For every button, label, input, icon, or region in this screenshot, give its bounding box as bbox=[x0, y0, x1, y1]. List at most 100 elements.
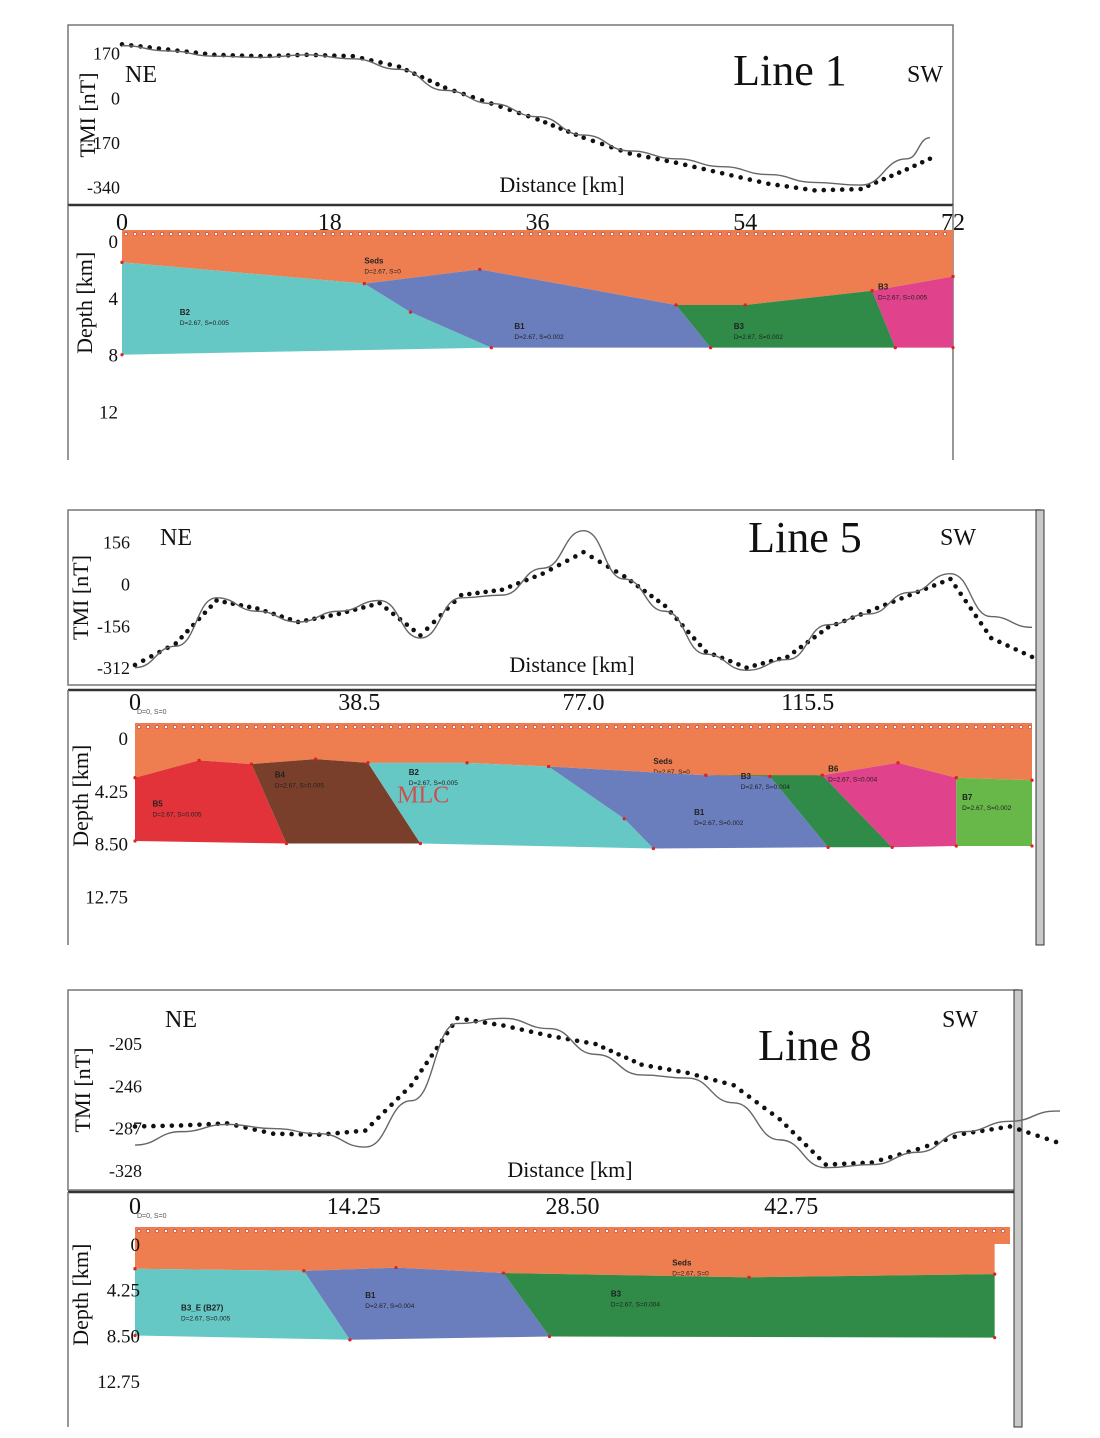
observed-point bbox=[498, 104, 503, 109]
station-marker bbox=[421, 232, 425, 236]
station-marker bbox=[884, 725, 888, 729]
observed-point bbox=[491, 1021, 497, 1027]
station-marker bbox=[218, 725, 222, 729]
observed-point bbox=[597, 559, 603, 565]
station-marker bbox=[520, 232, 524, 236]
observed-point bbox=[479, 98, 485, 103]
vertex-marker bbox=[465, 761, 469, 765]
observed-point bbox=[777, 1116, 783, 1122]
station-marker bbox=[488, 1229, 492, 1233]
observed-point bbox=[998, 1125, 1004, 1131]
station-marker bbox=[313, 232, 317, 236]
chart-title: Line 1 bbox=[733, 46, 847, 95]
station-marker bbox=[610, 232, 614, 236]
station-marker bbox=[191, 1229, 195, 1233]
station-marker bbox=[857, 725, 861, 729]
observed-point bbox=[760, 661, 766, 666]
station-marker bbox=[344, 1229, 348, 1233]
calculated-anomaly-line bbox=[134, 529, 1033, 672]
observed-point bbox=[924, 1143, 930, 1149]
station-marker bbox=[722, 725, 726, 729]
station-marker bbox=[133, 232, 137, 236]
vertex-marker bbox=[249, 762, 254, 766]
station-marker bbox=[254, 1229, 258, 1233]
depth-tick-label: 4 bbox=[109, 289, 119, 310]
station-marker bbox=[376, 232, 380, 236]
observed-point bbox=[649, 593, 654, 599]
observed-point bbox=[528, 1029, 534, 1034]
station-marker bbox=[470, 725, 474, 729]
observed-point bbox=[621, 574, 627, 579]
station-marker bbox=[794, 725, 798, 729]
vertex-marker bbox=[951, 274, 955, 279]
observed-point bbox=[736, 662, 741, 667]
surface-strip bbox=[135, 1227, 1010, 1244]
observed-point bbox=[963, 598, 969, 604]
station-marker bbox=[844, 232, 848, 236]
station-marker bbox=[929, 725, 933, 729]
station-marker bbox=[641, 725, 645, 729]
body-label: B2 bbox=[180, 308, 191, 317]
observed-point bbox=[798, 644, 804, 650]
line-8-svg: Line 8 NE SW -205 -246 -287 -328 TMI [nT] Distan… bbox=[67, 989, 1100, 1428]
station-marker bbox=[767, 1229, 771, 1233]
observed-point bbox=[819, 629, 824, 635]
station-marker bbox=[767, 725, 771, 729]
observed-point bbox=[762, 1105, 767, 1111]
section-xtick-label: 115.5 bbox=[781, 690, 834, 716]
station-markers bbox=[137, 725, 1032, 729]
vertex-marker bbox=[820, 773, 824, 777]
station-marker bbox=[488, 725, 492, 729]
station-marker bbox=[430, 232, 434, 236]
body-sublabel: D=2.67, S=0.002 bbox=[514, 334, 564, 341]
station-marker bbox=[875, 725, 879, 729]
observed-point bbox=[849, 187, 854, 192]
body-sublabel: D=2.67, S=0.005 bbox=[181, 1316, 231, 1323]
station-marker bbox=[641, 1229, 645, 1233]
observed-point bbox=[710, 168, 716, 174]
observed-point bbox=[1053, 1139, 1059, 1145]
body-sublabel: D=2.67, S=0.004 bbox=[828, 777, 878, 784]
observed-point bbox=[573, 554, 578, 559]
observed-point bbox=[738, 175, 743, 180]
observed-point bbox=[328, 613, 334, 618]
station-marker bbox=[124, 232, 128, 236]
observed-point bbox=[411, 627, 416, 633]
station-marker bbox=[938, 1229, 942, 1233]
station-marker bbox=[677, 725, 681, 729]
observed-point bbox=[639, 1062, 644, 1067]
section-top-note: D=0, S=0 bbox=[137, 1213, 167, 1220]
observed-point bbox=[600, 1045, 606, 1050]
station-marker bbox=[574, 232, 578, 236]
station-marker bbox=[326, 725, 330, 729]
observed-point bbox=[648, 1064, 654, 1069]
observed-point bbox=[841, 1161, 847, 1167]
observed-point bbox=[655, 156, 660, 162]
station-marker bbox=[1019, 725, 1023, 729]
station-marker bbox=[452, 725, 456, 729]
body-b7 bbox=[956, 777, 1032, 846]
mag-ylabel: TMI [nT] bbox=[68, 555, 93, 640]
observed-point bbox=[784, 1123, 789, 1129]
observed-point bbox=[458, 592, 464, 598]
station-marker bbox=[790, 232, 794, 236]
vertex-marker bbox=[951, 346, 955, 350]
station-marker bbox=[902, 1229, 906, 1233]
vertex-marker bbox=[896, 761, 900, 765]
direction-right-label: SW bbox=[940, 525, 976, 551]
body-b2 bbox=[122, 262, 492, 355]
station-marker bbox=[830, 725, 834, 729]
observed-point bbox=[255, 606, 260, 611]
station-marker bbox=[956, 725, 960, 729]
body-b3b bbox=[872, 276, 953, 348]
observed-point bbox=[858, 186, 863, 192]
observed-point bbox=[151, 1123, 156, 1129]
station-marker bbox=[803, 725, 807, 729]
station-marker bbox=[686, 725, 690, 729]
line-5-figure: Line 5 NE SW 156 0 -156 -312 TMI [nT] Distance [… bbox=[0, 500, 1060, 955]
observed-point bbox=[377, 600, 382, 606]
body-b4 bbox=[251, 759, 421, 844]
calculated-anomaly-line bbox=[134, 1017, 1100, 1169]
station-marker bbox=[344, 725, 348, 729]
